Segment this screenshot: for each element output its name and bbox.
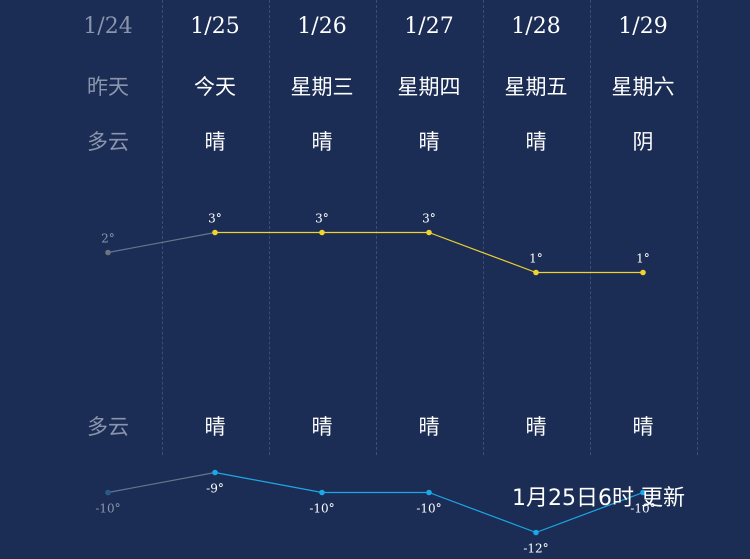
series-1-point — [319, 489, 325, 496]
series-1-point — [533, 529, 539, 536]
series-1-point — [640, 489, 646, 496]
day-weekday: 星期三 — [290, 75, 354, 99]
series-1-point — [426, 489, 432, 496]
day-weather-day: 晴 — [204, 130, 226, 154]
series-1-segment — [428, 491, 537, 534]
series-1-label: -10° — [309, 502, 334, 516]
update-time: 1月25日6时 更新 — [512, 486, 685, 511]
day-weather-night: 多云 — [87, 415, 129, 439]
series-1-label: -10° — [95, 502, 120, 516]
series-0-segment — [428, 231, 537, 274]
column-divider — [483, 0, 484, 455]
day-weather-night: 晴 — [525, 415, 547, 439]
series-0-label: 3° — [422, 212, 436, 226]
series-0-point — [426, 229, 432, 236]
series-0-label: 2° — [101, 232, 115, 246]
series-0-segment — [107, 231, 216, 254]
day-weather-night: 晴 — [418, 415, 440, 439]
day-weather-night: 晴 — [632, 415, 654, 439]
series-1-point — [212, 469, 218, 476]
day-date: 1/28 — [511, 14, 561, 39]
series-0-point — [105, 249, 111, 256]
column-divider — [162, 0, 163, 455]
day-weekday: 星期六 — [611, 75, 675, 99]
column-divider — [697, 0, 698, 455]
day-date: 1/26 — [297, 14, 347, 39]
series-1-segment — [107, 471, 216, 494]
series-0-label: 3° — [315, 212, 329, 226]
series-0-label: 1° — [636, 252, 650, 266]
day-weekday: 今天 — [194, 75, 236, 99]
day-date: 1/25 — [190, 14, 240, 39]
series-0-label: 1° — [529, 252, 543, 266]
series-1-segment — [214, 471, 323, 494]
series-1-point — [105, 489, 111, 496]
day-weather-day: 晴 — [525, 130, 547, 154]
day-date: 1/24 — [83, 14, 133, 39]
column-divider — [376, 0, 377, 455]
series-1-label: -10° — [630, 502, 655, 516]
day-weather-day: 多云 — [87, 130, 129, 154]
series-0-point — [640, 269, 646, 276]
day-weather-day: 晴 — [418, 130, 440, 154]
day-date: 1/27 — [404, 14, 454, 39]
series-1-label: -10° — [416, 502, 441, 516]
series-1-label: -9° — [206, 482, 224, 496]
series-1-label: -12° — [523, 542, 548, 556]
series-0-point — [533, 269, 539, 276]
day-weekday: 星期五 — [504, 75, 568, 99]
series-0-point — [319, 229, 325, 236]
series-0-point — [212, 229, 218, 236]
day-weather-day: 阴 — [632, 130, 654, 154]
column-divider — [590, 0, 591, 455]
day-weather-night: 晴 — [204, 415, 226, 439]
column-divider — [269, 0, 270, 455]
series-0-label: 3° — [208, 212, 222, 226]
day-date: 1/29 — [618, 14, 668, 39]
day-weather-day: 晴 — [311, 130, 333, 154]
series-1-segment — [535, 491, 644, 534]
day-weekday: 昨天 — [87, 75, 129, 99]
day-weekday: 星期四 — [397, 75, 461, 99]
day-weather-night: 晴 — [311, 415, 333, 439]
